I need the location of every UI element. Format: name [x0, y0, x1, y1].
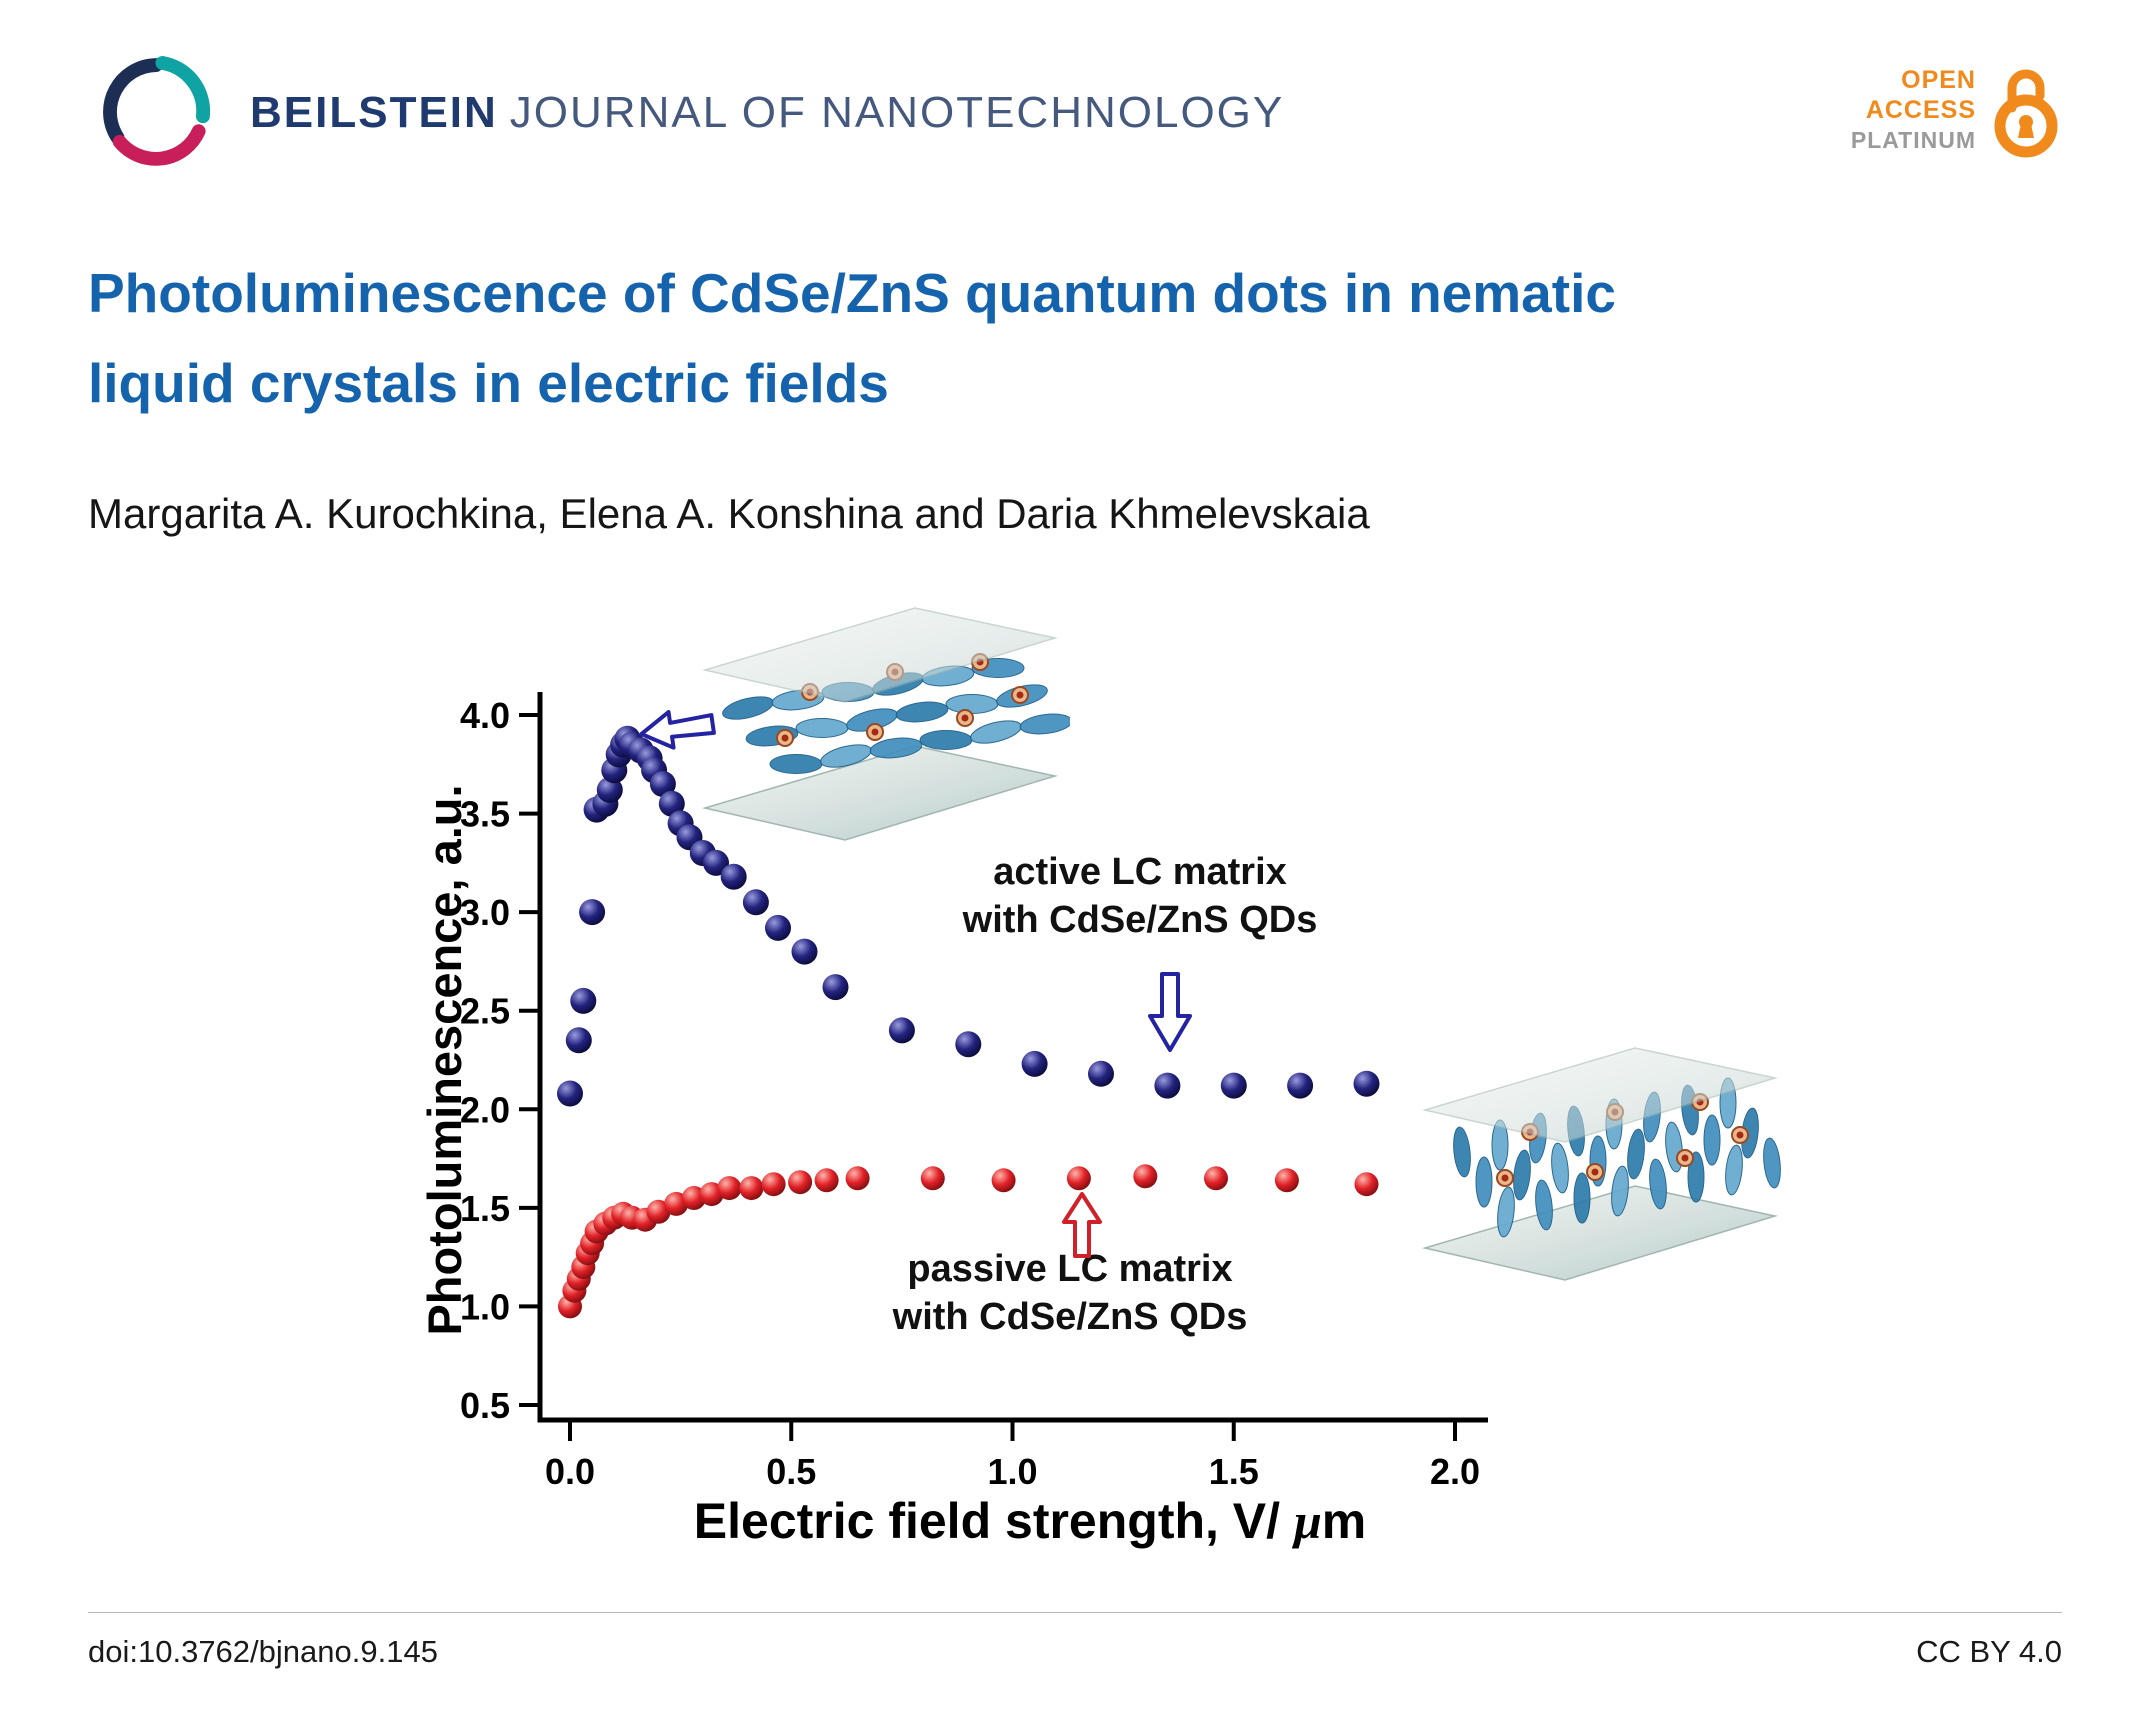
- passive-series-annotation-line2: with CdSe/ZnS QDs: [892, 1296, 1248, 1338]
- svg-text:2.5: 2.5: [460, 991, 510, 1032]
- svg-text:0.5: 0.5: [766, 1451, 816, 1492]
- x-axis-label-prefix: Electric field strength, V/: [693, 1493, 1294, 1549]
- y-axis-label: Photoluminescence, a.u.: [418, 784, 471, 1336]
- open-access-text: OPEN ACCESS PLATINUM: [1851, 65, 1976, 155]
- svg-text:4.0: 4.0: [460, 695, 510, 736]
- peak-arrow-icon: [639, 710, 716, 750]
- x-axis-label: Electric field strength, V/ μm: [570, 1492, 1490, 1550]
- article-title-line2: liquid crystals in electric fields: [88, 352, 889, 414]
- beilstein-logo: [103, 56, 211, 166]
- article-title-line1: Photoluminescence of CdSe/ZnS quantum do…: [88, 262, 1616, 324]
- open-access-line3: PLATINUM: [1850, 127, 1976, 153]
- svg-text:2.0: 2.0: [1430, 1451, 1480, 1492]
- active-series-annotation-line1: active LC matrix: [993, 851, 1287, 893]
- svg-text:1.0: 1.0: [987, 1451, 1037, 1492]
- open-access-lock-icon: [1994, 69, 2058, 158]
- active-series-annotation: active LC matrix with CdSe/ZnS QDs: [910, 848, 1370, 944]
- open-access-line1: OPEN: [1901, 66, 1976, 94]
- passive-series-annotation: passive LC matrix with CdSe/ZnS QDs: [840, 1245, 1300, 1341]
- active-series-annotation-line2: with CdSe/ZnS QDs: [962, 899, 1318, 941]
- svg-text:1.5: 1.5: [460, 1188, 510, 1229]
- journal-name-bold: BEILSTEIN: [250, 88, 498, 137]
- passive-series-annotation-line1: passive LC matrix: [907, 1248, 1233, 1290]
- svg-text:2.0: 2.0: [460, 1089, 510, 1130]
- svg-text:1.5: 1.5: [1209, 1451, 1259, 1492]
- svg-text:1.0: 1.0: [460, 1286, 510, 1327]
- article-authors: Margarita A. Kurochkina, Elena A. Konshi…: [88, 490, 1370, 537]
- x-axis-label-unit: m: [1321, 1493, 1367, 1549]
- svg-text:3.0: 3.0: [460, 892, 510, 933]
- footer-divider: [88, 1612, 2062, 1613]
- lc-cell-homeotropic-illustration: [1422, 1047, 1781, 1281]
- svg-text:0.5: 0.5: [460, 1385, 510, 1426]
- journal-name-rest: JOURNAL OF NANOTECHNOLOGY: [509, 88, 1285, 137]
- svg-text:3.5: 3.5: [460, 794, 510, 835]
- open-access-line2: ACCESS: [1865, 96, 1976, 124]
- passive-curve-arrow-icon: [1062, 1192, 1102, 1258]
- license-text: CC BY 4.0: [1916, 1634, 2062, 1669]
- open-access-badge: OPEN ACCESS PLATINUM: [1851, 62, 2062, 158]
- figure-area: 0.5 1.0 1.5 2.0 2.5 3.0 3.5 4.0 0.0 0.5 1.0 1.5 2.0 …: [390, 600, 1860, 1610]
- svg-text:0.0: 0.0: [545, 1451, 595, 1492]
- article-title: Photoluminescence of CdSe/ZnS quantum do…: [88, 248, 2048, 428]
- photoluminescence-chart: 0.5 1.0 1.5 2.0 2.5 3.0 3.5 4.0 0.0 0.5 1.0 1.5 2.0: [460, 692, 1488, 1492]
- lc-cell-planar-illustration: [702, 607, 1070, 841]
- x-axis-label-mu: μ: [1293, 1493, 1322, 1549]
- journal-name: BEILSTEIN JOURNAL OF NANOTECHNOLOGY: [250, 88, 1284, 138]
- doi-text: doi:10.3762/bjnano.9.145: [88, 1634, 438, 1669]
- active-curve-arrow-icon: [1148, 972, 1192, 1052]
